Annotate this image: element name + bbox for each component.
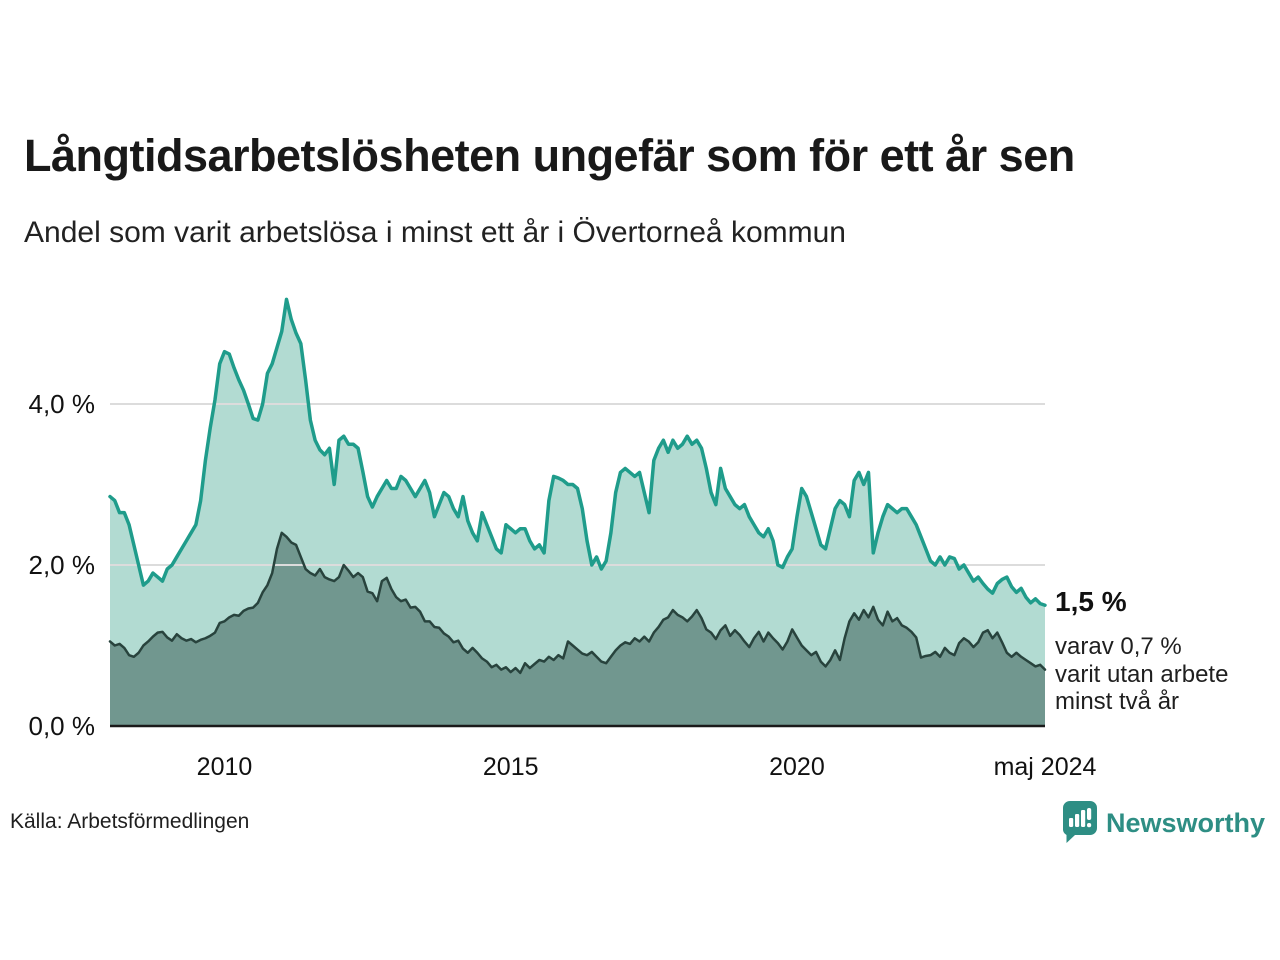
y-axis-tick: 2,0 % bbox=[28, 550, 96, 580]
x-axis-tick: 2010 bbox=[196, 753, 253, 781]
line-unemployed-two-years bbox=[108, 531, 1047, 675]
chart-subtitle: Andel som varit arbetslösa i minst ett å… bbox=[24, 216, 846, 249]
line-unemployed-one-year bbox=[108, 297, 1047, 607]
brand-name: Newsworthy bbox=[1105, 808, 1265, 838]
x-axis-tick: 2020 bbox=[769, 753, 825, 781]
y-axis-tick: 4,0 % bbox=[28, 389, 96, 419]
x-axis-tick: maj 2024 bbox=[993, 753, 1097, 781]
source-text: Källa: Arbetsförmedlingen bbox=[10, 810, 250, 833]
end-value-note: varav 0,7 % varit utan arbete minst två … bbox=[1055, 633, 1229, 716]
newsworthy-logo-icon bbox=[1062, 800, 1098, 849]
area-unemployed-two-years bbox=[110, 532, 1045, 726]
page-title: Långtidsarbetslösheten ungefär som för e… bbox=[24, 130, 1075, 181]
end-value-label: 1,5 % bbox=[1055, 586, 1127, 618]
brand-lockup: Newsworthy bbox=[1062, 800, 1265, 849]
y-axis-tick: 0,0 % bbox=[28, 711, 96, 741]
end-value-annotation: 1,5 % varav 0,7 % varit utan arbete mins… bbox=[1055, 587, 1275, 716]
x-axis-tick: 2015 bbox=[482, 753, 539, 781]
